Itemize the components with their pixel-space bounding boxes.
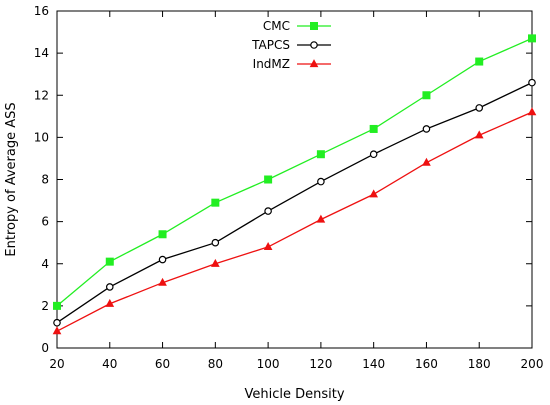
x-tick-label: 100 — [257, 357, 280, 371]
data-point-cmc — [316, 150, 325, 159]
y-axis-ticks: 0 2 4 6 8 10 12 14 16 — [34, 4, 532, 355]
x-tick-label: 20 — [49, 357, 64, 371]
x-tick-label: 40 — [102, 357, 117, 371]
data-point-tapcs — [369, 150, 378, 159]
data-point-indmz — [422, 157, 431, 166]
data-point-tapcs — [422, 125, 431, 133]
y-tick-label: 0 — [41, 341, 49, 355]
legend-label-cmc: CMC — [263, 19, 290, 33]
data-point-cmc — [211, 198, 220, 207]
data-point-indmz — [316, 214, 326, 223]
series-cmc — [53, 34, 536, 310]
y-axis-title: Entropy of Average ASS — [4, 102, 19, 256]
data-point-indmz — [527, 107, 537, 116]
data-point-tapcs — [528, 78, 536, 87]
data-point-cmc — [475, 57, 484, 66]
data-point-tapcs — [317, 177, 325, 186]
data-point-indmz — [263, 242, 273, 250]
legend-marker-indmz — [309, 59, 319, 68]
x-tick-label: 80 — [208, 357, 223, 371]
series-layer — [52, 34, 537, 335]
data-point-cmc — [158, 230, 167, 239]
data-point-indmz — [158, 277, 167, 286]
x-axis-ticks: 20 40 60 80 100 120 140 160 180 200 — [49, 11, 543, 371]
data-point-tapcs — [105, 283, 114, 291]
series-line-tapcs — [56, 82, 533, 324]
legend-marker-tapcs — [310, 41, 318, 49]
legend-marker-cmc — [310, 22, 318, 30]
data-point-tapcs — [211, 238, 220, 247]
data-point-indmz — [210, 258, 220, 267]
data-point-cmc — [264, 175, 273, 184]
data-point-cmc — [53, 301, 61, 310]
data-point-tapcs — [264, 207, 272, 215]
y-tick-label: 12 — [34, 88, 49, 102]
data-point-tapcs — [53, 318, 61, 327]
legend-label-indmz: IndMZ — [253, 57, 290, 71]
data-point-tapcs — [158, 255, 167, 264]
series-tapcs — [53, 78, 536, 327]
x-tick-label: 200 — [521, 357, 544, 371]
plot-frame — [56, 10, 533, 349]
data-point-cmc — [369, 124, 378, 133]
data-point-indmz — [474, 130, 484, 139]
x-tick-label: 140 — [362, 357, 385, 371]
legend: CMC TAPCS IndMZ — [251, 19, 331, 71]
x-tick-label: 180 — [468, 357, 491, 371]
data-point-cmc — [422, 91, 431, 100]
data-point-indmz — [105, 298, 115, 307]
data-point-indmz — [369, 189, 379, 198]
series-line-indmz — [56, 111, 533, 332]
y-tick-label: 8 — [41, 173, 49, 187]
data-point-cmc — [105, 257, 114, 266]
y-tick-label: 14 — [34, 46, 49, 60]
y-tick-label: 16 — [34, 4, 49, 18]
x-axis-title: Vehicle Density — [244, 387, 344, 402]
data-point-indmz — [52, 326, 62, 335]
legend-label-tapcs: TAPCS — [251, 38, 290, 52]
series-indmz — [52, 107, 537, 335]
y-tick-label: 10 — [34, 130, 49, 144]
x-tick-label: 60 — [155, 357, 170, 371]
data-point-tapcs — [475, 104, 484, 112]
series-line-cmc — [56, 37, 533, 307]
y-tick-label: 4 — [41, 257, 49, 271]
y-tick-label: 6 — [41, 215, 49, 229]
data-point-cmc — [528, 34, 536, 43]
x-tick-label: 160 — [415, 357, 438, 371]
x-tick-label: 120 — [309, 357, 332, 371]
y-tick-label: 2 — [41, 299, 49, 313]
plot-border — [56, 10, 533, 349]
